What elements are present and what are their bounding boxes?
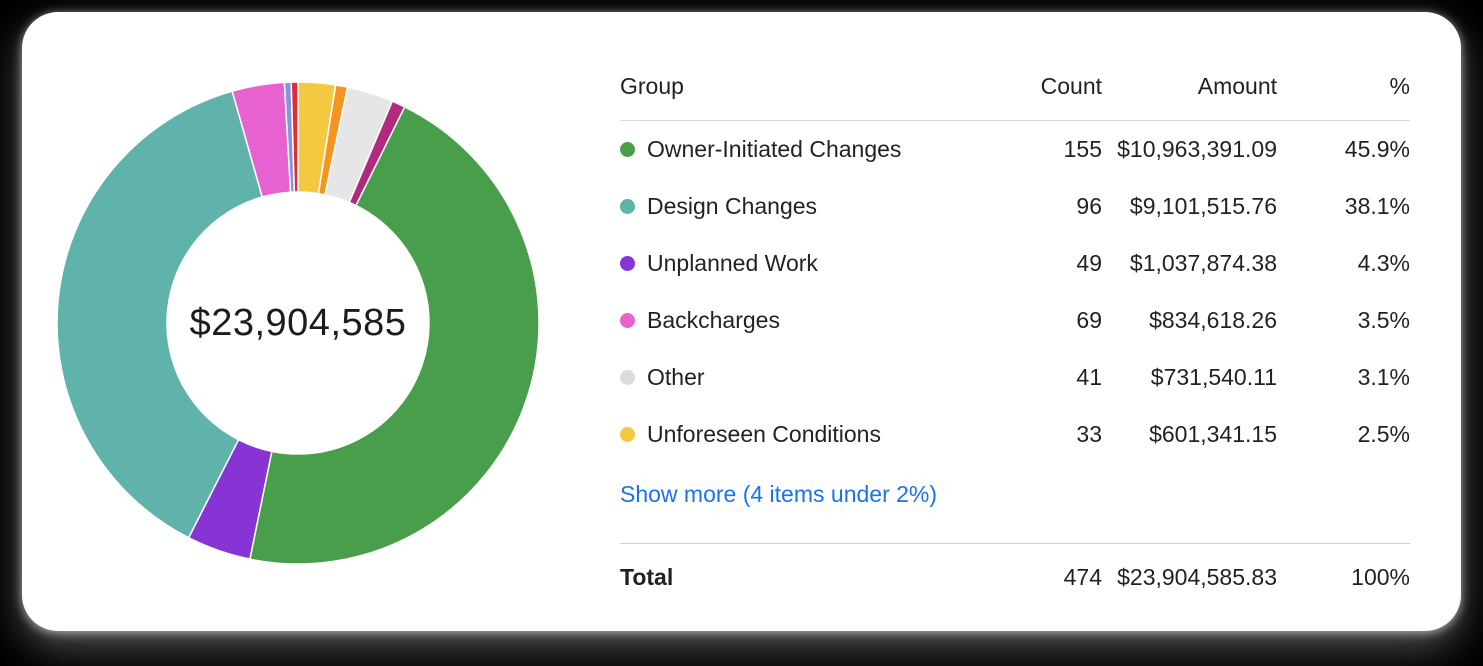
show-more-row: Show more (4 items under 2%) <box>620 463 1410 525</box>
group-cell: Design Changes <box>620 193 1012 220</box>
total-row: Total 474 $23,904,585.83 100% <box>620 544 1410 610</box>
group-label: Unplanned Work <box>647 250 818 276</box>
group-label: Other <box>647 364 705 390</box>
table-row-unforeseen-conditions[interactable]: Unforeseen Conditions 33 $601,341.15 2.5% <box>620 406 1410 463</box>
table-body: Owner-Initiated Changes 155 $10,963,391.09… <box>620 121 1410 463</box>
table-row-unplanned-work[interactable]: Unplanned Work 49 $1,037,874.38 4.3% <box>620 235 1410 292</box>
percent-cell: 38.1% <box>1344 193 1410 219</box>
donut-segment-owner-initiated-changes[interactable] <box>248 105 539 564</box>
legend-dot-icon <box>620 370 635 385</box>
total-amount: $23,904,585.83 <box>1117 563 1277 590</box>
change-summary-card: $23,904,585 Group Count Amount % Owner-I… <box>22 12 1461 631</box>
count-cell: 41 <box>1076 364 1102 390</box>
header-percent: % <box>1389 72 1410 99</box>
header-count: Count <box>1040 72 1102 99</box>
amount-cell: $9,101,515.76 <box>1129 193 1277 219</box>
percent-cell: 2.5% <box>1357 421 1410 447</box>
amount-cell: $731,540.11 <box>1150 364 1277 390</box>
group-label: Unforeseen Conditions <box>647 421 881 447</box>
amount-cell: $834,618.26 <box>1149 307 1277 333</box>
count-cell: 96 <box>1076 193 1102 219</box>
summary-table: Group Count Amount % Owner-Initiated Cha… <box>620 52 1410 610</box>
group-cell: Unforeseen Conditions <box>620 421 1012 448</box>
count-cell: 69 <box>1076 307 1102 333</box>
percent-cell: 4.3% <box>1357 250 1410 276</box>
amount-cell: $1,037,874.38 <box>1129 250 1277 276</box>
header-amount: Amount <box>1197 72 1277 99</box>
donut-segment-design-changes[interactable] <box>57 90 264 539</box>
legend-dot-icon <box>620 427 635 442</box>
count-cell: 49 <box>1076 250 1102 276</box>
table-header-row: Group Count Amount % <box>620 52 1410 121</box>
group-cell: Other <box>620 364 1012 391</box>
table-row-owner-initiated-changes[interactable]: Owner-Initiated Changes 155 $10,963,391.09… <box>620 121 1410 178</box>
show-more-link[interactable]: Show more (4 items under 2%) <box>620 480 938 507</box>
total-divider <box>620 543 1410 544</box>
total-label: Total <box>620 563 674 590</box>
legend-dot-icon <box>620 142 635 157</box>
donut-segment-under-2-item-d[interactable] <box>290 82 299 193</box>
percent-cell: 3.5% <box>1357 307 1410 333</box>
group-cell: Owner-Initiated Changes <box>620 136 1012 163</box>
donut-chart[interactable]: $23,904,585 <box>57 82 539 564</box>
legend-dot-icon <box>620 313 635 328</box>
header-group: Group <box>620 72 684 99</box>
table-row-design-changes[interactable]: Design Changes 96 $9,101,515.76 38.1% <box>620 178 1410 235</box>
percent-cell: 3.1% <box>1357 364 1410 390</box>
table-row-other[interactable]: Other 41 $731,540.11 3.1% <box>620 349 1410 406</box>
legend-dot-icon <box>620 256 635 271</box>
group-label: Owner-Initiated Changes <box>647 136 902 162</box>
group-cell: Unplanned Work <box>620 250 1012 277</box>
total-percent: 100% <box>1351 563 1410 590</box>
group-label: Design Changes <box>647 193 818 219</box>
table-row-backcharges[interactable]: Backcharges 69 $834,618.26 3.5% <box>620 292 1410 349</box>
amount-cell: $601,341.15 <box>1149 421 1277 447</box>
donut-svg[interactable] <box>57 82 539 564</box>
group-cell: Backcharges <box>620 307 1012 334</box>
legend-dot-icon <box>620 199 635 214</box>
total-count: 474 <box>1063 563 1102 590</box>
count-cell: 33 <box>1076 421 1102 447</box>
group-label: Backcharges <box>647 307 780 333</box>
count-cell: 155 <box>1063 136 1102 162</box>
amount-cell: $10,963,391.09 <box>1117 136 1277 162</box>
percent-cell: 45.9% <box>1344 136 1410 162</box>
